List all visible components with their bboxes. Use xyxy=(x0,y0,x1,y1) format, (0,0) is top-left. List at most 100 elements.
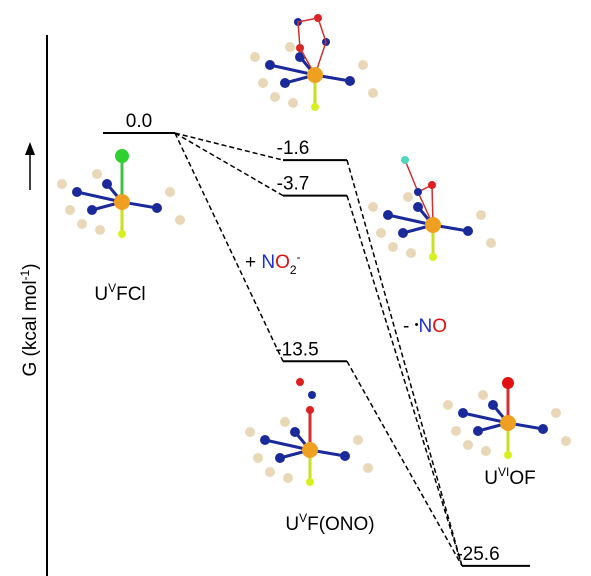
label-part: V xyxy=(299,511,307,525)
value-label: -25.6 xyxy=(456,544,499,565)
atom-h xyxy=(283,473,293,483)
molecule xyxy=(245,378,373,486)
atom-h xyxy=(406,248,416,258)
atom-h xyxy=(175,215,185,225)
annotation-part: N xyxy=(261,252,275,273)
atom xyxy=(308,391,316,399)
atom-n xyxy=(398,228,408,238)
atom-n xyxy=(458,408,468,418)
atom-n xyxy=(414,188,422,196)
atom-h xyxy=(265,467,275,477)
label-part: U xyxy=(94,284,108,305)
atom-o xyxy=(428,181,436,189)
value-label: -3.7 xyxy=(277,174,310,195)
atom-h xyxy=(443,400,453,410)
atom-h xyxy=(478,390,488,400)
atom-h xyxy=(353,435,363,445)
atom-f xyxy=(118,230,126,238)
molecule xyxy=(368,156,496,261)
label-part: F(ONO) xyxy=(307,514,375,535)
atom-o xyxy=(502,377,514,389)
atom-h xyxy=(245,427,255,437)
label-part: FCl xyxy=(116,284,146,305)
atom-n xyxy=(340,451,350,461)
atom-f xyxy=(311,103,319,111)
atom-h xyxy=(463,440,473,450)
y-label-text: G (kcal mol xyxy=(20,280,41,376)
atom-h xyxy=(363,463,373,473)
annotation-part: O xyxy=(275,252,290,273)
atom-n xyxy=(260,435,270,445)
chart: G (kcal mol-1) 0.0-1.6-3.7-13.5-25.6UVFC… xyxy=(0,0,591,576)
atom-u xyxy=(500,415,516,431)
atom-h xyxy=(77,219,87,229)
atom-u xyxy=(302,442,318,458)
atom-h xyxy=(368,202,378,212)
label-part: VI xyxy=(498,465,509,479)
atom-h xyxy=(250,52,260,62)
atom-h xyxy=(476,210,486,220)
atom-n xyxy=(463,226,473,236)
connector xyxy=(347,361,462,566)
connector xyxy=(175,133,283,160)
atom-n xyxy=(280,78,290,88)
atom-h xyxy=(561,436,571,446)
molecule xyxy=(57,149,185,238)
label-part: U xyxy=(285,514,299,535)
atom-h xyxy=(481,446,491,456)
atom-n xyxy=(473,426,483,436)
label-part: U xyxy=(484,468,498,489)
annotation-part: - xyxy=(297,250,301,264)
atom-h xyxy=(280,417,290,427)
annotation-part: N xyxy=(418,316,432,337)
connector xyxy=(175,133,283,361)
atom-f xyxy=(306,478,314,486)
axis-arrow-head xyxy=(25,142,35,155)
atom-n xyxy=(265,60,275,70)
atom xyxy=(306,406,314,414)
molecule-label: UVIOF xyxy=(484,465,535,489)
molecule xyxy=(250,14,378,111)
atom-h xyxy=(451,426,461,436)
atom-f xyxy=(429,253,437,261)
atom-cl xyxy=(115,149,129,163)
annotation-part: 2 xyxy=(290,263,297,277)
atom-h xyxy=(368,88,378,98)
value-label: -13.5 xyxy=(275,339,318,360)
atom-n xyxy=(538,424,548,434)
atom-n xyxy=(72,187,82,197)
y-label-end: ) xyxy=(20,263,41,269)
y-axis-label: G (kcal mol-1) xyxy=(18,263,41,376)
annotation-part: + xyxy=(245,252,261,273)
molecule-label: UVF(ONO) xyxy=(285,511,374,535)
molecule xyxy=(443,377,571,459)
atom-h xyxy=(285,42,295,52)
molecule-label: UVFCl xyxy=(94,281,145,305)
atom-h xyxy=(253,453,263,463)
value-label: -1.6 xyxy=(277,138,310,159)
label-part: OF xyxy=(509,468,535,489)
y-label-sup: -1 xyxy=(18,269,32,280)
connector xyxy=(347,196,462,566)
atom-h xyxy=(358,60,368,70)
atom-h xyxy=(376,228,386,238)
atom-n xyxy=(102,179,112,189)
atom-u xyxy=(307,67,323,83)
atom-h xyxy=(258,78,268,88)
atom-h xyxy=(486,238,496,248)
value-label: 0.0 xyxy=(126,111,152,132)
atom-f xyxy=(504,451,512,459)
atom-h xyxy=(551,408,561,418)
atom-u xyxy=(425,217,441,233)
atom-h xyxy=(92,169,102,179)
connector xyxy=(347,160,462,566)
atom-n xyxy=(413,202,423,212)
atom-h xyxy=(57,179,67,189)
atom-n xyxy=(345,76,355,86)
atom xyxy=(296,378,304,386)
atom-n xyxy=(383,210,393,220)
atom-n xyxy=(488,400,498,410)
atom-n xyxy=(87,205,97,215)
atom-h xyxy=(95,225,105,235)
connector xyxy=(175,133,283,196)
